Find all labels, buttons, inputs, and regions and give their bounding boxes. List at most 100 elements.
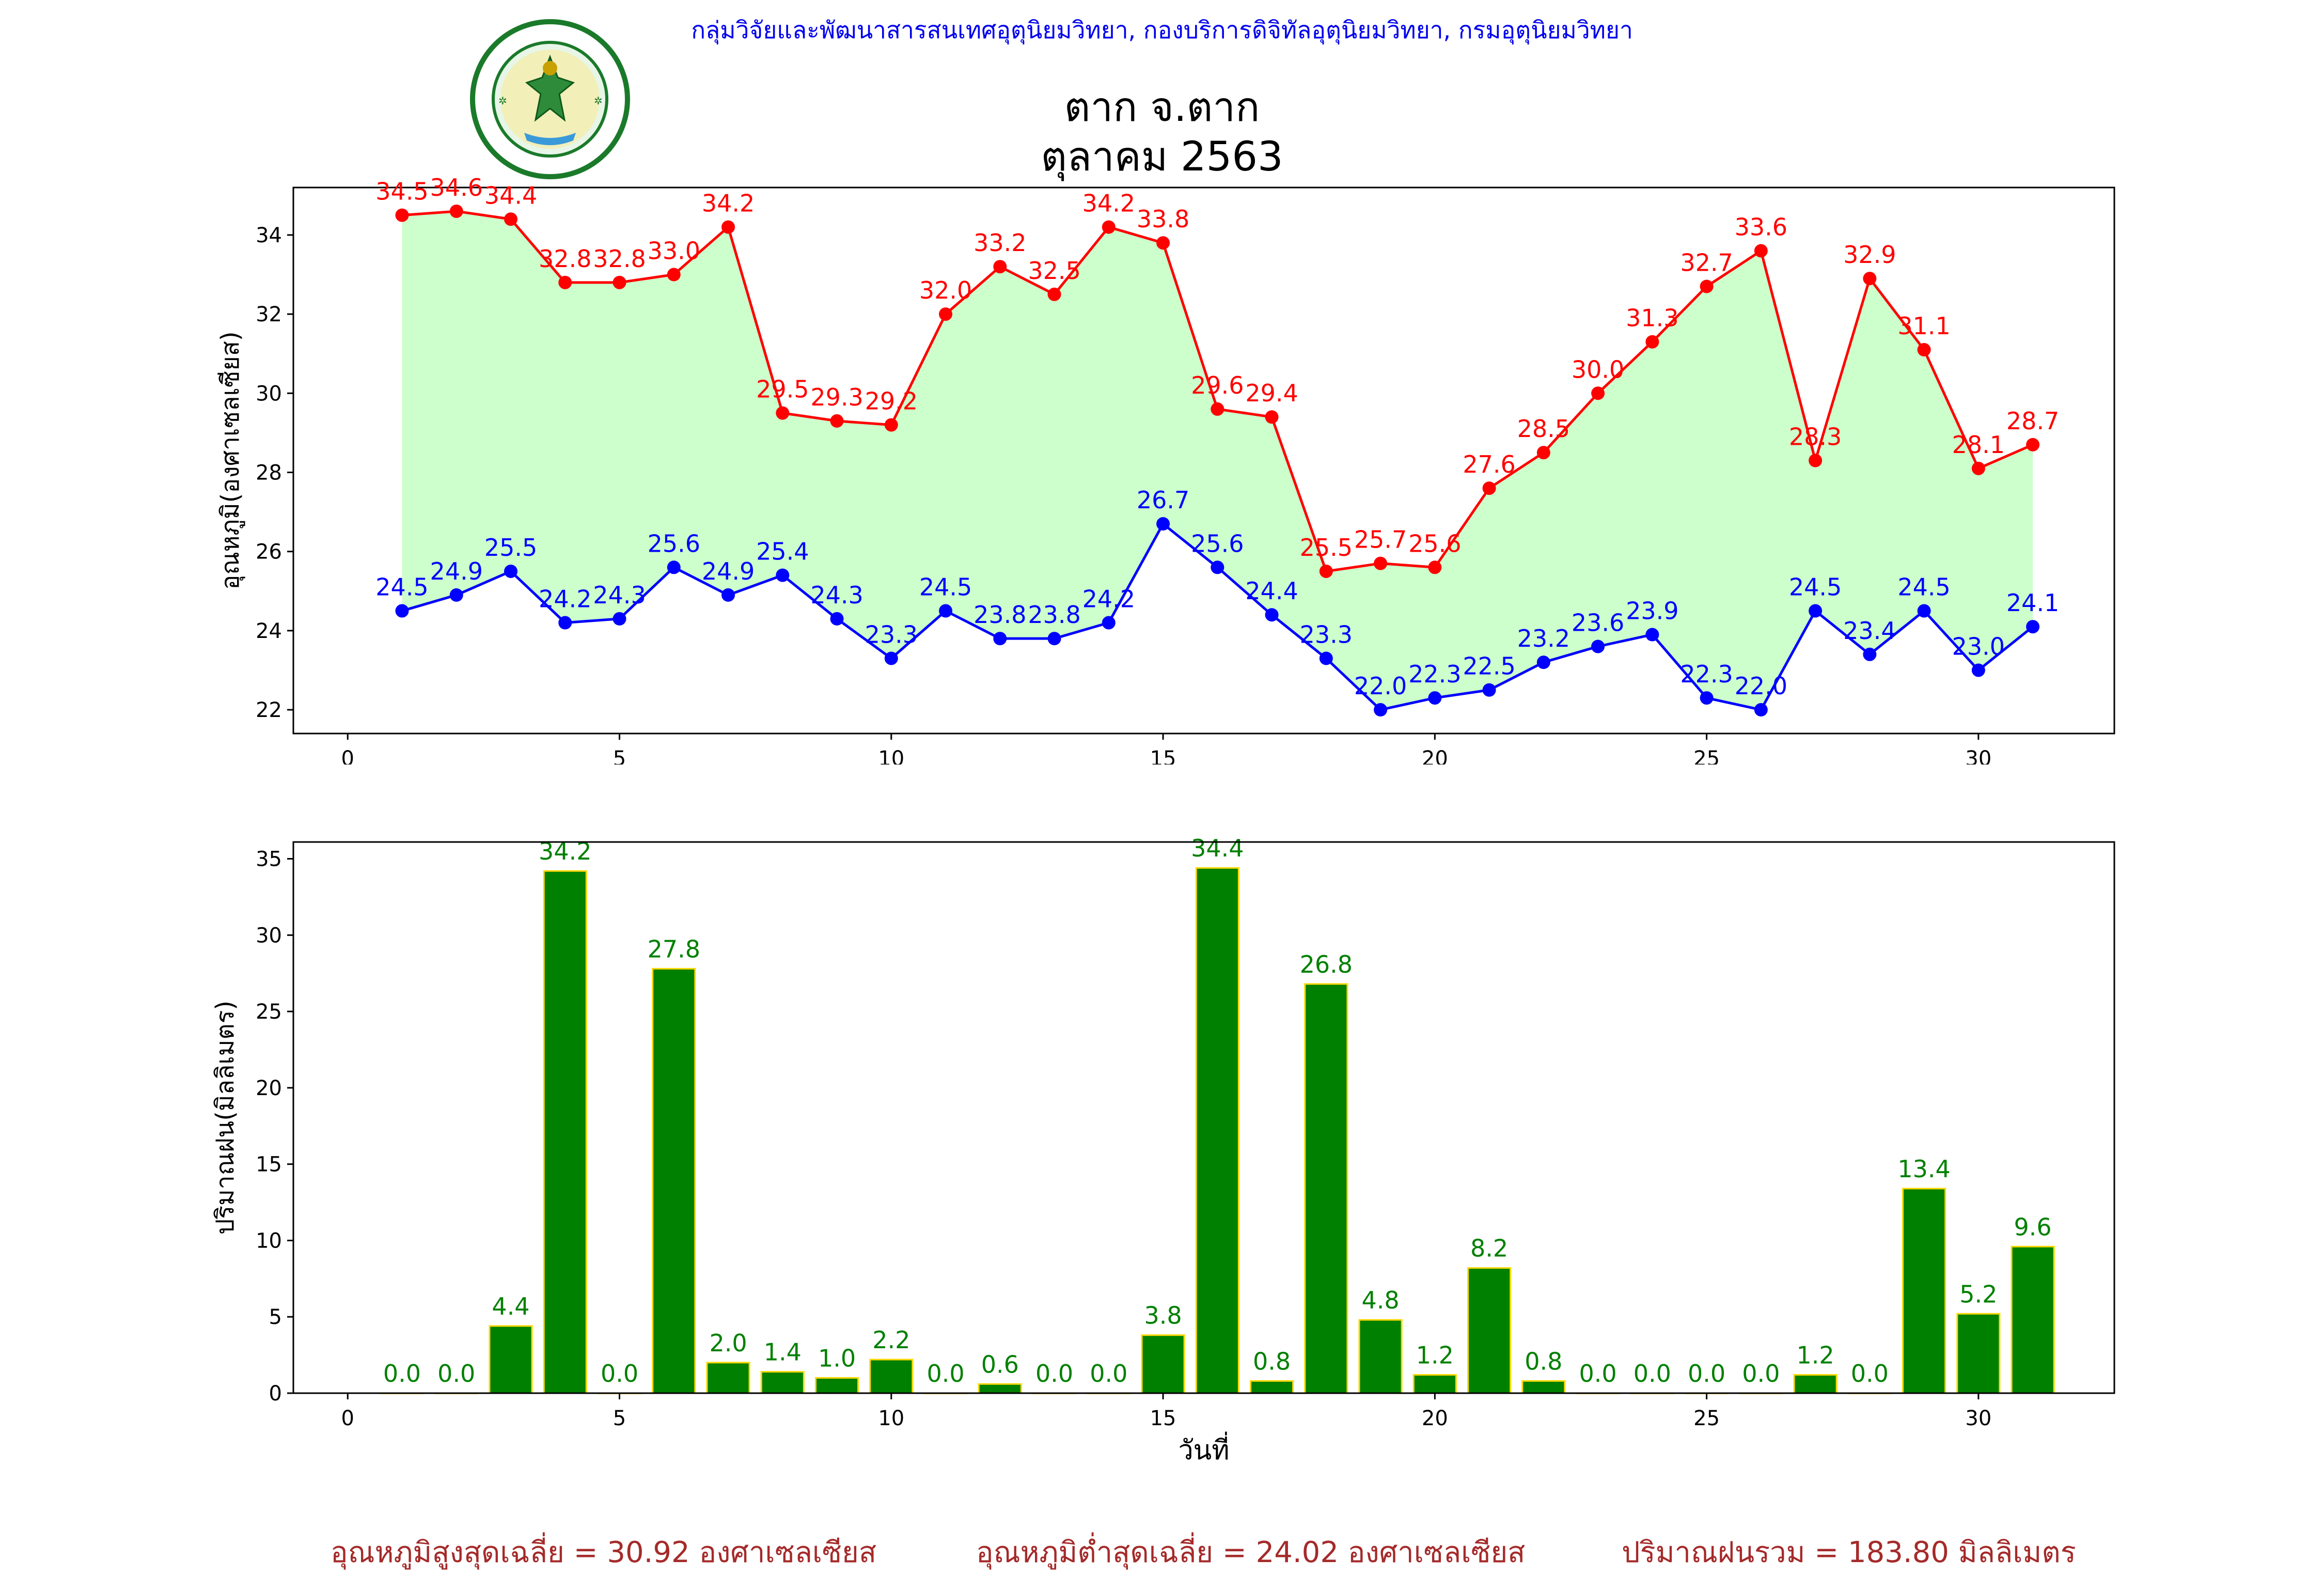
min-temp-label: 23.8 — [973, 601, 1026, 629]
rain-value-label: 0.0 — [1851, 1360, 1889, 1387]
rain-value-label: 0.0 — [437, 1360, 475, 1387]
rainfall-chart: 0.0 0.04.434.20.027.82.0 1.4 1.02.20.0 0.6 0.… — [211, 834, 2115, 1466]
rain-y-tick-label: 15 — [256, 1153, 282, 1177]
rain-value-label: 13.4 — [1897, 1155, 1950, 1183]
max-temp-label: 28.1 — [1952, 431, 2005, 459]
temp-x-tick-label: 30 — [1965, 747, 1991, 765]
temp-y-tick-label: 28 — [256, 461, 282, 485]
min-temp-label: 22.3 — [1408, 660, 1461, 688]
rain-value-label: 3.8 — [1144, 1302, 1182, 1330]
max-temp-point — [1591, 386, 1605, 400]
min-temp-point — [1536, 656, 1550, 669]
max-temp-label: 34.4 — [484, 181, 537, 209]
min-temp-point — [1102, 616, 1116, 630]
max-temp-label: 25.7 — [1354, 526, 1407, 554]
rain-y-tick-label: 25 — [256, 1000, 282, 1024]
temp-x-tick-label: 10 — [878, 747, 904, 765]
temp-y-tick-label: 26 — [256, 540, 282, 564]
min-temp-point — [721, 588, 735, 602]
max-temp-point — [395, 208, 409, 222]
max-temp-point — [1374, 556, 1388, 570]
min-temp-label: 24.5 — [1897, 573, 1950, 601]
rain-value-label: 2.0 — [709, 1329, 747, 1357]
rain-value-label: 0.0 — [1035, 1360, 1073, 1387]
temp-x-tick-label: 15 — [1150, 747, 1176, 765]
rain-bar — [760, 1371, 805, 1394]
max-temp-point — [1047, 287, 1061, 301]
temp-y-tick-label: 30 — [256, 382, 282, 406]
min-temp-label: 23.4 — [1843, 617, 1896, 645]
rain-value-label: 4.4 — [492, 1292, 529, 1320]
max-temp-label: 34.2 — [1082, 190, 1135, 217]
rain-bar — [1358, 1319, 1403, 1394]
min-temp-label: 26.7 — [1137, 486, 1189, 514]
rain-x-axis-label: วันที่ — [1178, 1431, 1229, 1466]
rain-y-tick-label: 5 — [269, 1305, 282, 1329]
max-temp-point — [1536, 446, 1550, 460]
rain-x-tick-label: 15 — [1150, 1407, 1176, 1430]
min-temp-label: 24.4 — [1245, 577, 1298, 605]
max-temp-label: 29.4 — [1245, 379, 1298, 407]
rain-value-label: 5.2 — [1959, 1280, 1997, 1308]
max-temp-label: 31.3 — [1626, 304, 1678, 332]
min-temp-point — [1482, 683, 1496, 697]
min-temp-point — [1428, 691, 1442, 705]
temp-plot-frame — [292, 186, 2115, 735]
min-temp-label: 23.9 — [1626, 597, 1678, 625]
rain-bar — [1793, 1374, 1838, 1394]
max-temp-label: 34.6 — [430, 174, 483, 201]
min-temp-point — [613, 612, 626, 626]
rain-value-label: 1.0 — [818, 1344, 856, 1372]
min-temp-label: 22.5 — [1463, 652, 1515, 680]
max-temp-label: 34.5 — [375, 178, 428, 206]
min-temp-label: 23.3 — [1300, 620, 1353, 648]
min-temp-point — [667, 560, 681, 574]
rain-value-label: 2.2 — [872, 1326, 910, 1354]
max-temp-label: 25.6 — [1408, 529, 1461, 557]
temp-y-tick-label: 34 — [256, 224, 282, 247]
max-temp-point — [613, 275, 626, 289]
min-temp-label: 23.6 — [1572, 609, 1624, 636]
temp-y-tick-label: 32 — [256, 303, 282, 326]
rain-value-label: 0.0 — [383, 1360, 421, 1387]
rain-value-label: 1.4 — [764, 1338, 802, 1366]
rain-bar — [814, 1377, 859, 1394]
rain-value-label: 0.0 — [927, 1360, 964, 1387]
max-temp-label: 33.0 — [648, 237, 700, 265]
max-temp-point — [721, 220, 735, 234]
rain-y-tick-label: 35 — [256, 848, 282, 871]
min-temp-point — [830, 612, 844, 626]
rain-x-tick-label: 25 — [1693, 1407, 1720, 1430]
temp-y-axis-label: อุณหภูมิ(องศาเซลเซียส) — [216, 331, 245, 589]
max-temp-point — [1211, 402, 1224, 416]
min-temp-point — [1319, 651, 1333, 665]
rain-bar — [1304, 983, 1348, 1394]
rain-value-label: 0.0 — [601, 1360, 638, 1387]
rain-value-label: 9.6 — [2014, 1213, 2052, 1241]
max-temp-point — [504, 212, 518, 226]
rain-y-tick-label: 0 — [269, 1382, 282, 1406]
min-temp-label: 22.0 — [1354, 672, 1407, 700]
rain-value-label: 0.0 — [1090, 1360, 1127, 1387]
min-temp-point — [993, 632, 1007, 646]
min-temp-label: 25.4 — [756, 538, 809, 566]
max-temp-label: 32.8 — [539, 245, 591, 273]
rain-y-axis-label: ปริมาณฝน(มิลลิเมตร) — [211, 1001, 240, 1235]
temp-y-tick-label: 22 — [256, 698, 282, 722]
min-temp-label: 24.5 — [375, 573, 428, 601]
rain-value-label: 34.4 — [1191, 834, 1244, 862]
rain-bar — [2011, 1245, 2055, 1394]
rain-value-label: 1.2 — [1416, 1342, 1454, 1369]
max-temp-label: 32.9 — [1843, 241, 1896, 269]
max-temp-point — [830, 414, 844, 428]
rain-value-label: 0.0 — [1742, 1360, 1780, 1387]
rain-bar — [869, 1359, 914, 1394]
min-temp-point — [558, 616, 572, 630]
max-temp-label: 32.5 — [1028, 257, 1080, 285]
max-temp-point — [884, 418, 898, 432]
rain-value-label: 0.0 — [1634, 1360, 1671, 1387]
svg-text:✲: ✲ — [498, 95, 507, 107]
rain-plot-frame — [292, 841, 2115, 1394]
max-temp-point — [1863, 272, 1877, 286]
min-temp-point — [939, 604, 953, 618]
